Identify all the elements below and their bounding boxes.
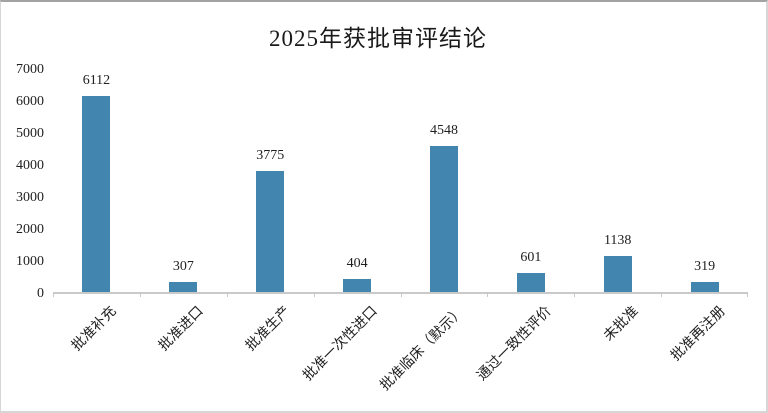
bar xyxy=(429,146,458,292)
y-tick-label: 4000 xyxy=(16,158,44,173)
category-label: 通过一致性评价 xyxy=(474,304,555,384)
bar-value-label: 319 xyxy=(694,258,716,274)
bar xyxy=(82,96,111,292)
y-tick-label: 7000 xyxy=(16,62,44,77)
category-label: 批准进口 xyxy=(156,304,207,355)
x-tick xyxy=(227,292,228,297)
bar-value-label: 1138 xyxy=(603,232,632,248)
bar-value-label: 404 xyxy=(346,256,368,272)
x-tick xyxy=(661,292,662,297)
chart-title: 2025年获批审评结论 xyxy=(269,26,487,51)
bar-value-label: 601 xyxy=(520,249,542,265)
bar xyxy=(690,281,719,292)
category-label: 未批准 xyxy=(600,304,642,345)
x-tick xyxy=(314,292,315,297)
category-label: 批准补充 xyxy=(69,304,121,355)
bar xyxy=(256,171,285,292)
x-tick xyxy=(574,292,575,297)
y-tick-label: 3000 xyxy=(16,190,44,205)
x-tick xyxy=(53,292,54,297)
bar-value-label: 4548 xyxy=(429,123,458,139)
category-label: 批准临床（默示） xyxy=(377,304,468,394)
bar xyxy=(343,279,372,292)
bar-value-label: 6112 xyxy=(82,73,111,89)
bar-value-label: 307 xyxy=(172,259,194,275)
x-tick xyxy=(401,292,402,297)
category-label: 批准生产 xyxy=(243,304,294,355)
category-label: 批准再注册 xyxy=(668,304,729,365)
x-tick xyxy=(487,292,488,297)
x-tick xyxy=(140,292,141,297)
y-tick-label: 2000 xyxy=(16,222,44,237)
bar xyxy=(169,282,198,292)
y-tick-label: 1000 xyxy=(16,254,44,269)
y-tick-label: 5000 xyxy=(16,126,44,141)
y-tick-label: 6000 xyxy=(16,94,44,109)
bar-value-label: 3775 xyxy=(256,148,285,164)
category-label: 批准一次性进口 xyxy=(300,304,381,384)
x-tick xyxy=(747,292,748,297)
bar xyxy=(603,255,632,292)
y-tick-label: 0 xyxy=(37,286,44,301)
bar xyxy=(516,272,545,292)
plot-area: 0 1000 2000 3000 4000 5000 6000 7000 6112 批准补充 307… xyxy=(16,62,748,394)
